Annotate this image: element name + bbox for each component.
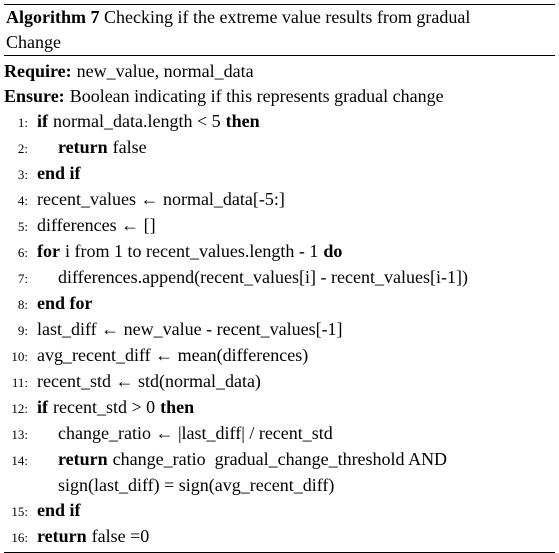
algo-line-4: 4: recent_values ← normal_data[-5:] <box>4 187 555 213</box>
algorithm-label: Algorithm 7 <box>6 7 100 27</box>
algo-line-2: 2: return false <box>4 135 555 161</box>
require-line: Require: new_value, normal_data <box>4 59 555 84</box>
line-number: 9: <box>17 323 28 338</box>
algo-line-15: 15: end if <box>4 498 555 524</box>
keyword-return: return <box>58 137 108 157</box>
line-text: change_ratio ← |last_diff| / recent_std <box>58 423 333 443</box>
algorithm-block: Algorithm 7 Checking if the extreme valu… <box>4 4 555 553</box>
line-number: 7: <box>17 271 28 286</box>
algo-line-13: 13: change_ratio ← |last_diff| / recent_… <box>4 421 555 447</box>
algorithm-title-line1: Checking if the extreme value results fr… <box>104 7 471 27</box>
line-number: 4: <box>17 193 28 208</box>
keyword-then: then <box>225 111 260 131</box>
algo-line-5: 5: differences ← [] <box>4 213 555 239</box>
keyword-end-if: end if <box>37 163 81 183</box>
algo-line-10: 10: avg_recent_diff ← mean(differences) <box>4 343 555 369</box>
line-number: 6: <box>17 245 28 260</box>
line-text: sign(last_diff) = sign(avg_recent_diff) <box>58 475 335 495</box>
line-text: change_ratio gradual_change_threshold AN… <box>112 449 448 469</box>
line-number: 12: <box>11 401 28 416</box>
algo-line-7: 7: differences.append(recent_values[i] -… <box>4 265 555 291</box>
line-text: i from 1 to recent_values.length - 1 <box>64 241 319 261</box>
line-text: last_diff ← new_value - recent_values[-1… <box>37 319 343 339</box>
algorithm-caption: Algorithm 7 Checking if the extreme valu… <box>4 5 555 55</box>
line-number: 1: <box>17 115 28 130</box>
algo-line-11: 11: recent_std ← std(normal_data) <box>4 369 555 395</box>
require-keyword: Require: <box>4 61 72 81</box>
algo-line-14: 14: return change_ratio gradual_change_t… <box>4 447 555 473</box>
keyword-if: if <box>37 397 48 417</box>
keyword-return: return <box>37 526 87 546</box>
line-text: differences.append(recent_values[i] - re… <box>58 267 468 287</box>
keyword-end-for: end for <box>37 293 93 313</box>
algo-line-8: 8: end for <box>4 291 555 317</box>
ensure-keyword: Ensure: <box>4 86 65 106</box>
algorithm-body: Require: new_value, normal_data Ensure: … <box>4 56 555 552</box>
line-number: 10: <box>11 349 28 364</box>
line-text: recent_values ← normal_data[-5:] <box>37 189 285 209</box>
require-text: new_value, normal_data <box>76 61 254 81</box>
keyword-return: return <box>58 449 108 469</box>
ensure-line: Ensure: Boolean indicating if this repre… <box>4 84 555 109</box>
algo-line-16: 16: return false =0 <box>4 524 555 550</box>
line-number: 13: <box>11 427 28 442</box>
line-number: 14: <box>11 453 28 468</box>
line-text: false <box>112 137 147 157</box>
line-number: 15: <box>11 504 28 519</box>
algo-line-3: 3: end if <box>4 161 555 187</box>
keyword-end-if: end if <box>37 500 81 520</box>
line-text: normal_data.length < 5 <box>53 111 221 131</box>
line-number: 16: <box>11 530 28 545</box>
top-rule <box>4 4 555 5</box>
algorithm-title-line2: Change <box>6 32 61 52</box>
caption-rule <box>4 55 555 56</box>
line-number: 2: <box>17 141 28 156</box>
line-number: 11: <box>11 375 28 390</box>
line-number: 3: <box>17 167 28 182</box>
line-text: differences ← [] <box>37 215 156 235</box>
line-text: avg_recent_diff ← mean(differences) <box>37 345 309 365</box>
line-text: recent_std > 0 <box>53 397 156 417</box>
algo-line-6: 6: for i from 1 to recent_values.length … <box>4 239 555 265</box>
line-text: false =0 <box>91 526 150 546</box>
algo-line-1: 1: if normal_data.length < 5 then <box>4 109 555 135</box>
algo-line-12: 12: if recent_std > 0 then <box>4 395 555 421</box>
line-number: 8: <box>17 297 28 312</box>
keyword-for: for <box>37 241 60 261</box>
keyword-do: do <box>323 241 343 261</box>
algo-line-9: 9: last_diff ← new_value - recent_values… <box>4 317 555 343</box>
line-text: recent_std ← std(normal_data) <box>37 371 261 391</box>
line-number: 5: <box>17 219 28 234</box>
keyword-then: then <box>160 397 195 417</box>
keyword-if: if <box>37 111 48 131</box>
ensure-text: Boolean indicating if this represents gr… <box>69 86 444 106</box>
algo-line-14-continuation: sign(last_diff) = sign(avg_recent_diff) <box>4 473 555 498</box>
